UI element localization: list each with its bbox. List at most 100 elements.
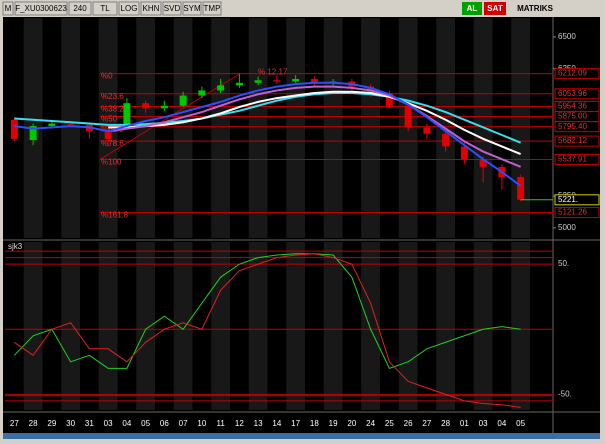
toolbar-label: SYM [183, 4, 201, 13]
day-band [211, 242, 230, 410]
day-band [211, 18, 230, 238]
toolbar-label: F_XU0300623 [15, 4, 67, 13]
y-tick-label: 50. [558, 259, 569, 268]
day-band [23, 242, 43, 410]
toolbar-button[interactable] [140, 1, 162, 16]
candle-body [273, 80, 281, 82]
fib-price-box [554, 153, 600, 165]
toolbar-label: SVD [164, 4, 181, 13]
fib-price: 5875.00 [558, 112, 587, 121]
x-tick-label: 12 [235, 419, 244, 428]
day-band [286, 18, 305, 238]
y-tick-label: 5000 [558, 223, 576, 232]
toolbar-label: KHN [143, 4, 160, 13]
x-tick-label: 04 [497, 419, 506, 428]
day-band [398, 242, 418, 410]
last-price-box [554, 194, 600, 206]
fib-label: %38.2 [101, 105, 124, 114]
y-tick-label: 6500 [558, 32, 576, 41]
candle-body [67, 123, 75, 125]
day-band [436, 242, 455, 410]
x-tick-label: 19 [329, 419, 338, 428]
day-band [286, 242, 305, 410]
x-tick-label: 11 [216, 419, 225, 428]
x-tick-label: 06 [160, 419, 169, 428]
candle-body [310, 78, 318, 83]
fib-price: 5121.26 [558, 208, 587, 217]
toolbar-button[interactable] [2, 1, 14, 16]
day-band [361, 242, 380, 410]
day-band [511, 18, 530, 238]
x-tick-label: 24 [366, 419, 375, 428]
buy-button[interactable] [462, 2, 482, 15]
toolbar-button[interactable] [118, 1, 140, 16]
day-band [473, 242, 493, 410]
day-band [173, 18, 193, 238]
day-band [136, 18, 155, 238]
fib-price-box [554, 135, 600, 147]
toolbar-button[interactable] [202, 1, 222, 16]
candle-body [104, 131, 112, 139]
candle-body [123, 103, 131, 125]
candle-body [198, 90, 206, 96]
fib-label: %50 [101, 115, 118, 124]
toolbar-button[interactable] [162, 1, 182, 16]
x-tick-label: 28 [441, 419, 450, 428]
x-tick-label: 04 [122, 419, 131, 428]
moving-average [14, 91, 522, 144]
candle-body [479, 159, 487, 167]
x-tick-label: 28 [29, 419, 38, 428]
candle-body [404, 105, 412, 128]
x-tick-label: 31 [85, 419, 94, 428]
moving-average [14, 81, 522, 187]
candle-body [235, 82, 243, 86]
x-tick-label: 30 [66, 419, 75, 428]
fib-label: %161.8 [101, 211, 129, 220]
toolbar-label: 240 [73, 4, 87, 13]
day-band [511, 242, 530, 410]
x-tick-label: 05 [141, 419, 150, 428]
x-tick-label: 10 [197, 419, 206, 428]
toolbar-label: TL [100, 4, 110, 13]
last-price: 5221. [558, 195, 578, 204]
sell-button[interactable] [484, 2, 506, 15]
day-band [173, 242, 193, 410]
toolbar-label: TMP [204, 4, 221, 13]
candle-body [385, 92, 393, 106]
x-tick-label: 18 [310, 419, 319, 428]
plot: 27 28 29 30 31 03 04 05 06 07 10 11 12 13 14 17 18 19 20 24… [3, 17, 600, 433]
buy-label: AL [467, 4, 478, 13]
fib-label: %23.6 [101, 92, 124, 101]
day-band [248, 242, 268, 410]
toolbar-button[interactable] [14, 1, 68, 16]
x-tick-label: 27 [10, 419, 19, 428]
fib-price-box [554, 88, 600, 100]
candle-body [517, 177, 525, 200]
sell-label: SAT [487, 4, 503, 13]
candle-body [292, 78, 300, 82]
candle-body [442, 133, 450, 147]
indicator-line [14, 253, 521, 408]
x-tick-label: 03 [104, 419, 113, 428]
toolbar-button[interactable] [92, 1, 118, 16]
candle-body [460, 146, 468, 160]
fib-price-box [554, 68, 600, 80]
day-band [323, 18, 343, 238]
x-tick-label: 20 [347, 419, 356, 428]
x-tick-label: 07 [179, 419, 188, 428]
day-band [61, 242, 80, 410]
candle-body [254, 80, 262, 83]
toolbar-button[interactable] [182, 1, 202, 16]
day-band [61, 18, 80, 238]
fib-price: 5954.36 [558, 102, 587, 111]
x-tick-label: 05 [516, 419, 525, 428]
fib-price: 5682.12 [558, 136, 587, 145]
toolbar-button[interactable] [68, 1, 92, 16]
toolbar-label: LOG [121, 4, 138, 13]
y-tick-label: -50. [558, 389, 572, 398]
x-tick-label: 27 [422, 419, 431, 428]
candle-body [10, 119, 18, 139]
indicator-line [14, 253, 521, 369]
x-tick-label: 03 [479, 419, 488, 428]
